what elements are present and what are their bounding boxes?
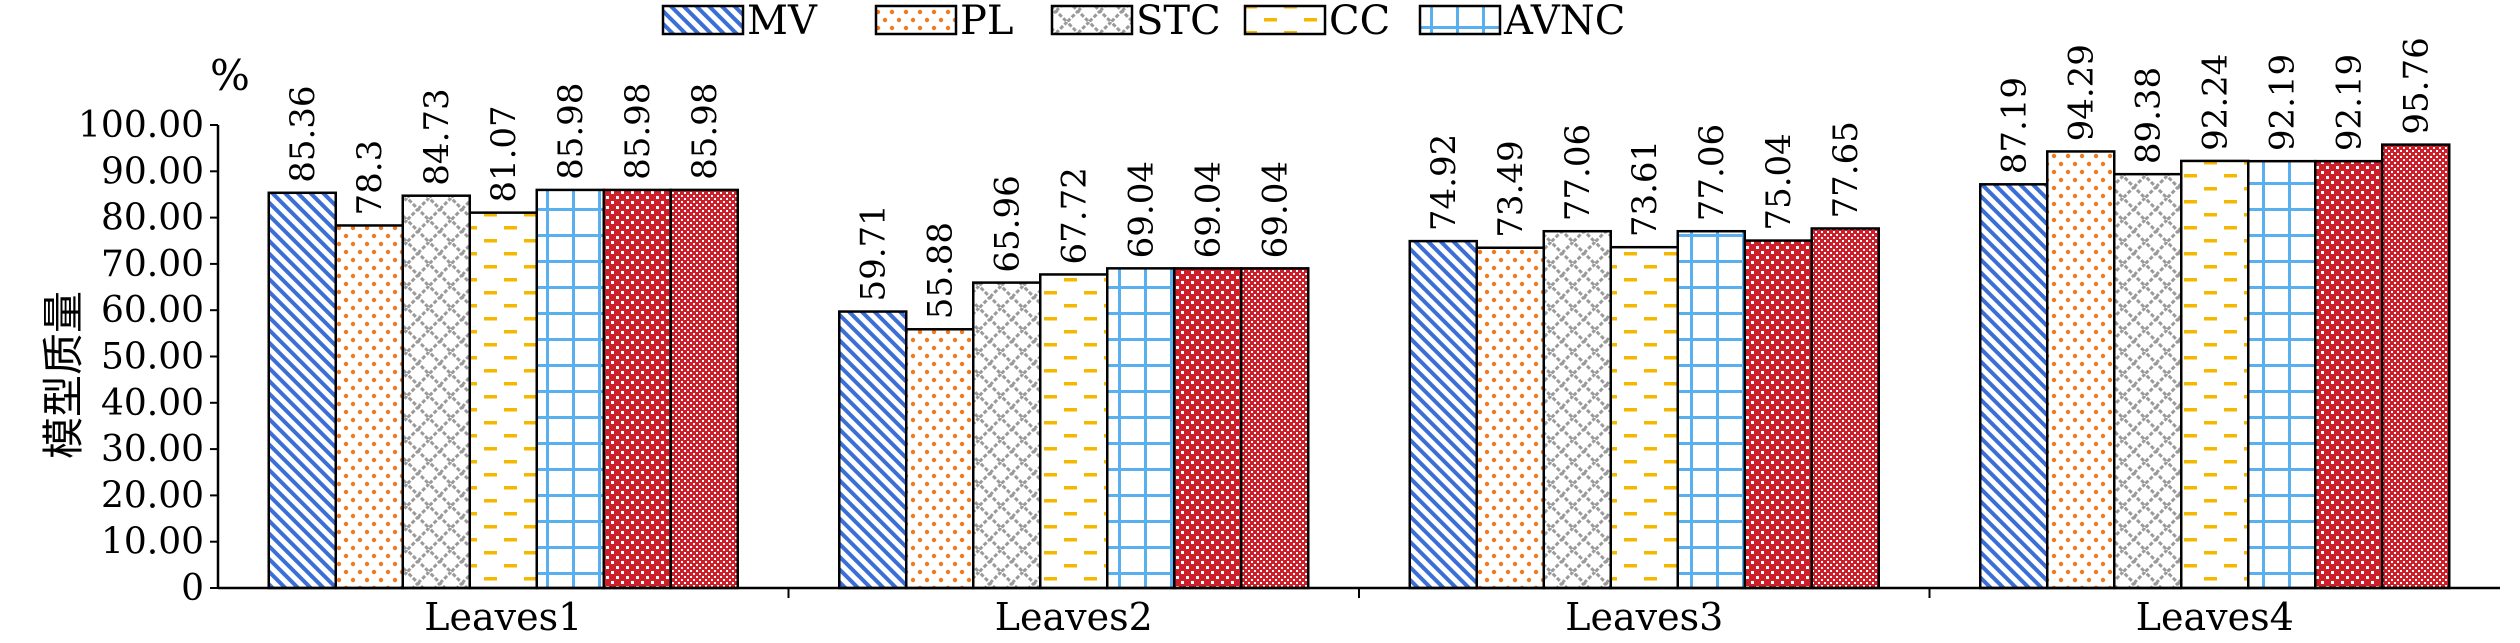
data-label: 92.19: [2330, 54, 2370, 151]
data-label: 69.04: [1189, 161, 1229, 258]
bar-dots-orange-3: [2046, 150, 2116, 590]
bar-zigzag-gray-2: [1542, 229, 1612, 590]
bar-zigzag-gray-1: [972, 281, 1042, 590]
data-label: 92.19: [2263, 54, 2303, 151]
y-tick-label: 50.00: [101, 337, 204, 378]
data-label: 81.07: [484, 105, 524, 202]
data-label: 77.06: [1692, 124, 1732, 221]
legend-swatch: [1050, 4, 1134, 36]
y-tick-label: 30.00: [101, 429, 204, 470]
bar-dash-yellow-3: [2180, 159, 2250, 590]
y-tick-label: 70.00: [101, 244, 204, 285]
data-label: 77.65: [1826, 121, 1866, 218]
bar-grid-lightblue-2: [1676, 229, 1746, 590]
y-tick-label: 60.00: [101, 290, 204, 331]
y-axis-unit: %: [210, 51, 250, 100]
data-label: 78.3: [350, 140, 390, 216]
data-label: 85.98: [685, 83, 725, 180]
y-tick-label: 90.00: [101, 151, 204, 192]
data-label: 84.73: [417, 88, 457, 185]
y-axis-ticks: 0 10.00 20.00 30.00 40.00 50.00 60.00 70.00 80.0…: [78, 105, 218, 609]
bar-dots-red-0: [602, 188, 672, 590]
bar-zigzag-gray-3: [2113, 172, 2183, 590]
x-category-label: Leaves2: [995, 595, 1153, 639]
bar-check-red-1: [1240, 267, 1310, 590]
data-label: 65.96: [988, 175, 1028, 272]
bar-diag-blue-2: [1408, 239, 1478, 590]
legend-swatch: [874, 4, 958, 36]
data-label: 85.98: [551, 83, 591, 180]
y-tick-label: 10.00: [101, 522, 204, 563]
data-label: 55.88: [921, 222, 961, 319]
legend-label: STC: [1136, 0, 1221, 44]
bar-check-red-0: [669, 188, 739, 590]
data-labels: 85.36 78.3 84.73 81.07 85.98 85.98 85.98 59.71 5…: [283, 37, 2437, 319]
data-label: 77.06: [1558, 124, 1598, 221]
bar-dots-orange-2: [1475, 246, 1545, 590]
legend: MV PL STC CC AVNC: [661, 0, 1625, 44]
data-label: 73.61: [1625, 140, 1665, 237]
legend-label: MV: [747, 0, 818, 44]
y-tick-label: 100.00: [78, 105, 204, 146]
legend-swatch: [1418, 4, 1502, 36]
data-label: 85.98: [618, 83, 658, 180]
bar-dash-yellow-2: [1609, 245, 1679, 590]
data-label: 95.76: [2397, 37, 2437, 134]
bar-dots-orange-0: [334, 224, 404, 590]
data-label: 74.92: [1424, 134, 1464, 231]
x-category-label: Leaves4: [2136, 595, 2294, 639]
y-axis-label: 模型质量: [39, 291, 88, 459]
data-label: 92.24: [2196, 54, 2236, 151]
bar-dots-red-3: [2314, 159, 2384, 590]
bar-dots-red-1: [1173, 267, 1243, 590]
bar-check-red-2: [1810, 227, 1880, 590]
data-label: 59.71: [854, 204, 894, 301]
bar-dots-orange-1: [905, 328, 975, 590]
bars: [267, 143, 2451, 590]
x-axis-labels: Leaves1 Leaves2 Leaves3 Leaves4: [424, 595, 2294, 639]
legend-swatch: [661, 4, 745, 36]
data-label: 73.49: [1491, 140, 1531, 237]
data-label: 87.19: [1995, 77, 2035, 174]
y-tick-label: 80.00: [101, 198, 204, 239]
bar-diag-blue-3: [1979, 183, 2049, 590]
y-tick-label: 0: [181, 568, 204, 609]
axes: [216, 125, 2500, 598]
bar-grid-lightblue-0: [535, 188, 605, 590]
bar-grid-lightblue-3: [2247, 159, 2317, 590]
data-label: 67.72: [1055, 167, 1095, 264]
legend-label: PL: [960, 0, 1013, 44]
bar-grid-lightblue-1: [1106, 267, 1176, 590]
data-label: 75.04: [1759, 133, 1799, 230]
bar-dash-yellow-1: [1039, 273, 1109, 590]
data-label: 85.36: [283, 85, 323, 182]
bar-check-red-3: [2381, 143, 2451, 590]
data-label: 69.04: [1256, 161, 1296, 258]
y-tick-label: 40.00: [101, 383, 204, 424]
data-label: 69.04: [1122, 161, 1162, 258]
legend-label: CC: [1329, 0, 1390, 44]
bar-diag-blue-1: [838, 310, 908, 590]
bar-diag-blue-0: [267, 191, 337, 590]
bar-zigzag-gray-0: [401, 194, 471, 590]
data-label: 89.38: [2129, 67, 2169, 164]
y-tick-label: 20.00: [101, 475, 204, 516]
legend-swatch: [1243, 4, 1327, 36]
bar-dash-yellow-0: [468, 211, 538, 590]
legend-label: AVNC: [1503, 0, 1625, 44]
data-label: 94.29: [2062, 44, 2102, 141]
x-category-label: Leaves1: [424, 595, 582, 639]
bar-dots-red-2: [1743, 239, 1813, 590]
x-category-label: Leaves3: [1565, 595, 1723, 639]
